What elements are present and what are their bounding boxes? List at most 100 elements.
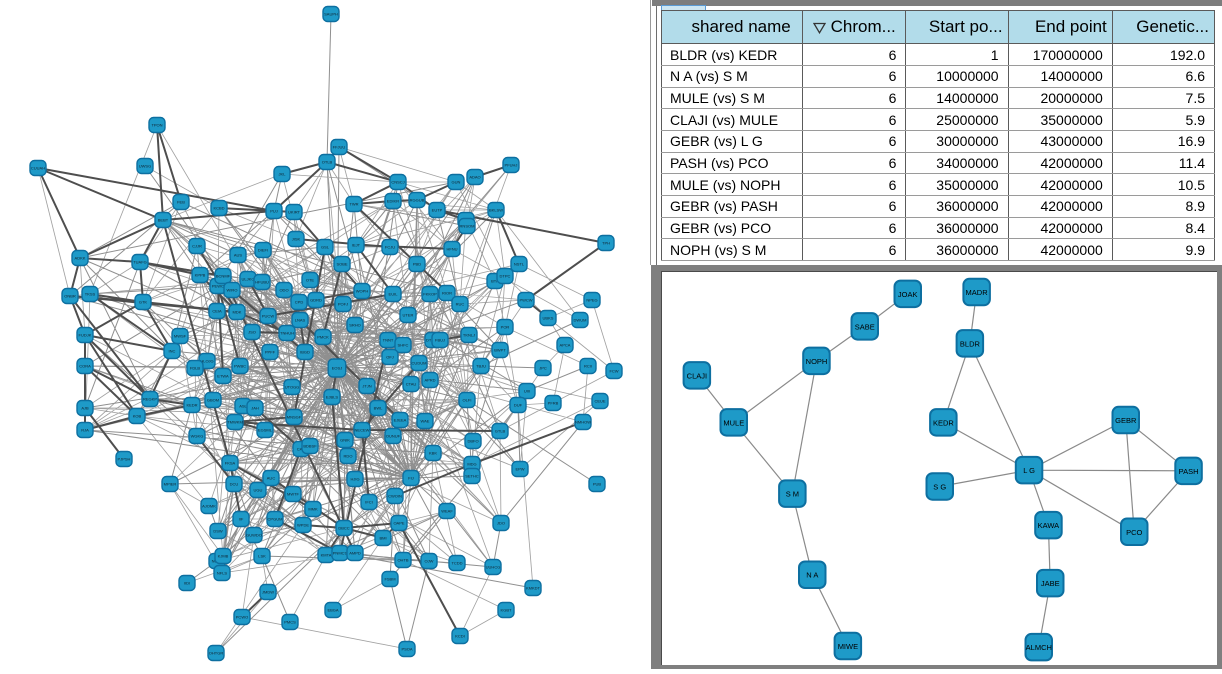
svg-text:TMWKM: TMWKM [227, 420, 243, 425]
svg-text:UGU: UGU [254, 488, 263, 493]
svg-text:KEDR: KEDR [186, 403, 197, 408]
svg-text:TUAFG: TUAFG [133, 260, 147, 265]
svg-text:CPGUM: CPGUM [268, 517, 283, 522]
svg-text:KMTA: KMTA [321, 553, 332, 558]
svg-text:ULJKG: ULJKG [242, 277, 255, 282]
svg-text:UUHCG: UUHCG [486, 565, 501, 570]
svg-text:MDK: MDK [233, 310, 242, 315]
svg-text:ASL: ASL [239, 404, 247, 409]
svg-text:EOSJ: EOSJ [332, 366, 342, 371]
svg-text:WOPH: WOPH [356, 289, 369, 294]
svg-text:MWTF: MWTF [287, 492, 300, 497]
svg-text:WGKG: WGKG [191, 434, 204, 439]
svg-text:FIJ: FIJ [408, 476, 414, 481]
svg-text:DWUM: DWUM [574, 318, 587, 323]
svg-text:KAWA: KAWA [1038, 521, 1060, 530]
svg-text:AUC: AUC [267, 476, 276, 481]
svg-text:RJA: RJA [81, 428, 89, 433]
svg-text:SETHC: SETHC [465, 474, 479, 479]
svg-text:AMPD: AMPD [349, 551, 361, 556]
svg-text:AUS: AUS [234, 253, 243, 258]
svg-text:OTLB: OTLB [322, 160, 333, 165]
svg-text:KOB: KOB [133, 414, 142, 419]
svg-text:KCDI: KCDI [455, 634, 465, 639]
svg-text:PJPSH: PJPSH [118, 457, 131, 462]
svg-text:PEWO: PEWO [212, 284, 224, 289]
svg-text:OJW: OJW [425, 559, 434, 564]
svg-text:CUDUM: CUDUM [412, 361, 427, 366]
svg-text:CWOIN: CWOIN [388, 494, 402, 499]
svg-text:S M: S M [786, 490, 799, 499]
svg-text:PWBC: PWBC [234, 364, 246, 369]
svg-text:CEIA: CEIA [212, 309, 222, 314]
svg-text:FKSA: FKSA [225, 461, 236, 466]
svg-text:PPFF: PPFF [265, 350, 276, 355]
svg-text:MIWE: MIWE [838, 642, 858, 651]
svg-text:EJEEA: EJEEA [394, 418, 407, 423]
svg-text:POFJ: POFJ [338, 302, 348, 307]
svg-text:LSK: LSK [258, 554, 266, 559]
svg-text:JAH: JAH [251, 406, 259, 411]
svg-text:PMCS: PMCS [284, 620, 296, 625]
svg-text:IFCI: IFCI [365, 500, 373, 505]
svg-text:DBCC: DBCC [338, 526, 349, 531]
svg-text:OFJ: OFJ [386, 355, 394, 360]
svg-text:RGGUB: RGGUB [410, 198, 425, 203]
svg-text:N A: N A [806, 571, 818, 580]
svg-text:TKSS: TKSS [85, 292, 96, 297]
svg-text:MWSF: MWSF [174, 334, 187, 339]
svg-text:CEUE: CEUE [594, 399, 605, 404]
svg-text:SRHO: SRHO [349, 323, 361, 328]
svg-text:APCA: APCA [560, 343, 571, 348]
svg-text:KEDR: KEDR [933, 418, 954, 427]
svg-text:TPH: TPH [602, 241, 610, 246]
svg-text:BKLSW: BKLSW [489, 208, 503, 213]
svg-text:FSBM: FSBM [384, 577, 395, 582]
svg-text:FFJUU: FFJUU [333, 145, 346, 150]
svg-text:ALMCH: ALMCH [1026, 643, 1052, 652]
svg-text:UIII: UIII [524, 389, 530, 394]
svg-text:PMCK: PMCK [317, 335, 329, 340]
svg-text:PBD: PBD [413, 262, 421, 267]
svg-text:JTJN: JTJN [362, 384, 371, 389]
svg-text:CJJR: CJJR [192, 244, 202, 249]
svg-text:EGSML: EGSML [258, 428, 273, 433]
svg-text:BWL: BWL [374, 406, 383, 411]
svg-text:GDRD: GDRD [310, 298, 322, 303]
svg-text:GUN: GUN [452, 180, 461, 185]
svg-text:RIOR: RIOR [442, 291, 452, 296]
svg-text:SOBE: SOBE [336, 262, 347, 267]
svg-text:MDG: MDG [467, 462, 476, 467]
svg-text:FKKOP: FKKOP [423, 292, 437, 297]
svg-text:OUNUF: OUNUF [386, 434, 401, 439]
svg-text:GEBR: GEBR [1115, 416, 1137, 425]
svg-text:GTLB: GTLB [495, 429, 506, 434]
svg-text:TWR: TWR [349, 202, 358, 207]
svg-text:MNSGF: MNSGF [287, 415, 302, 420]
svg-text:KPPB: KPPB [195, 273, 206, 278]
svg-text:BMI: BMI [379, 536, 386, 541]
svg-text:REGKP: REGKP [143, 397, 157, 402]
svg-text:CLAJI: CLAJI [687, 371, 707, 380]
svg-text:NPEG: NPEG [586, 298, 597, 303]
svg-text:KBK: KBK [429, 451, 437, 456]
svg-text:DBFO: DBFO [467, 439, 478, 444]
svg-text:JISK: JISK [292, 237, 301, 242]
svg-text:DSW: DSW [213, 529, 223, 534]
svg-text:BEBT: BEBT [158, 218, 169, 223]
svg-text:PUB: PUB [593, 482, 602, 487]
svg-text:JSO: JSO [248, 330, 256, 335]
svg-text:DUF: DUF [514, 403, 523, 408]
svg-text:NECEW: NECEW [355, 428, 370, 433]
svg-text:EPW: EPW [515, 467, 524, 472]
svg-text:BWPT: BWPT [494, 348, 506, 353]
svg-text:JMDW: JMDW [262, 590, 274, 595]
svg-text:CTAU: CTAU [406, 382, 417, 387]
svg-text:GTK: GTK [139, 300, 148, 305]
svg-text:KCBD: KCBD [213, 206, 224, 211]
svg-text:PUJ: PUJ [270, 209, 278, 214]
svg-text:PCO: PCO [1126, 528, 1142, 537]
svg-text:OTE: OTE [306, 278, 315, 283]
svg-text:MMK: MMK [308, 507, 318, 512]
svg-text:EUTP: EUTP [432, 208, 443, 213]
